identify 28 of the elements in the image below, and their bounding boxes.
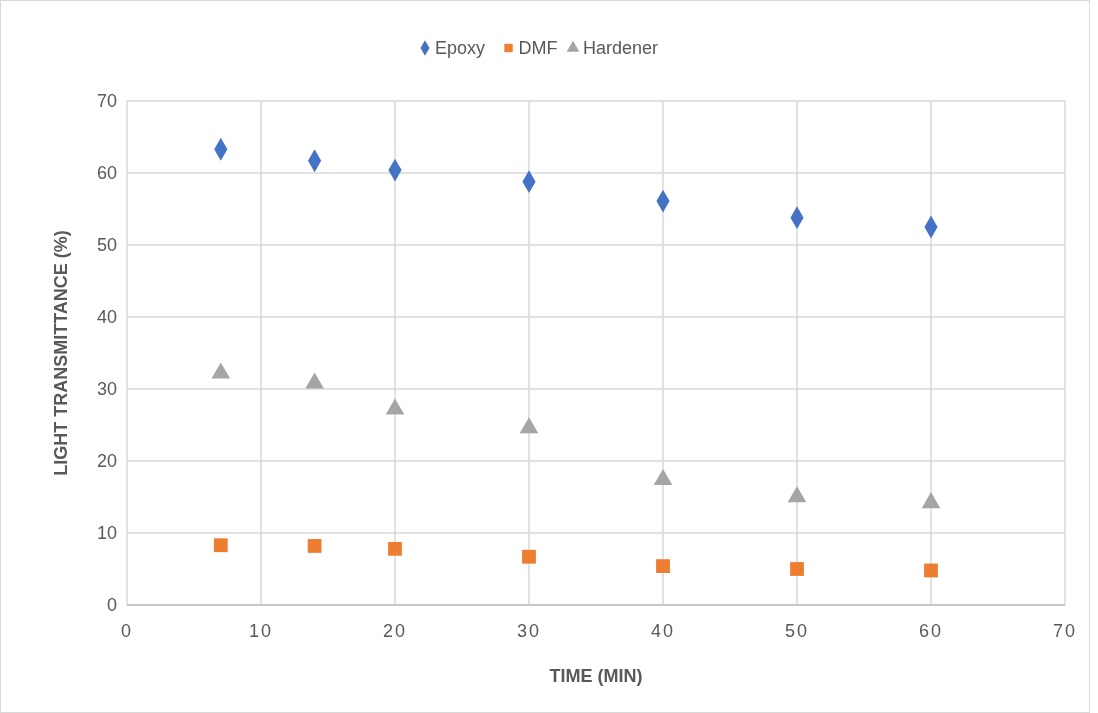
point [790, 562, 804, 576]
point [388, 541, 402, 556]
y-tick-label: 30 [96, 379, 117, 400]
x-axis-title: TIME (MIN) [549, 666, 643, 686]
y-tick-label: 20 [96, 451, 117, 472]
legend-label: Epoxy [435, 38, 486, 59]
y-tick-label: 60 [96, 163, 117, 184]
y-tick-label: 10 [96, 523, 117, 544]
x-tick-label: 60 [918, 621, 944, 641]
y-tick-label: 40 [96, 307, 117, 328]
point [924, 563, 938, 578]
x-tick-label: 40 [650, 621, 676, 641]
x-tick-label: 0 [120, 621, 134, 641]
legend-label: Hardener [583, 38, 659, 59]
point [656, 559, 670, 574]
y-tick-label: 70 [96, 91, 117, 112]
x-tick-label: 70 [1052, 621, 1078, 641]
y-tick-label: 0 [106, 595, 117, 616]
legend-label: DMF [518, 38, 558, 59]
y-tick-label: 50 [96, 235, 117, 256]
y-axis-title: LIGHT TRANSMITTANCE (%) [51, 230, 71, 476]
x-tick-label: 10 [248, 621, 274, 641]
point [522, 549, 536, 564]
point [307, 539, 322, 553]
x-tick-label: 50 [784, 621, 810, 641]
point [213, 538, 228, 553]
x-tick-label: 30 [516, 621, 542, 641]
x-tick-label: 20 [382, 621, 408, 641]
